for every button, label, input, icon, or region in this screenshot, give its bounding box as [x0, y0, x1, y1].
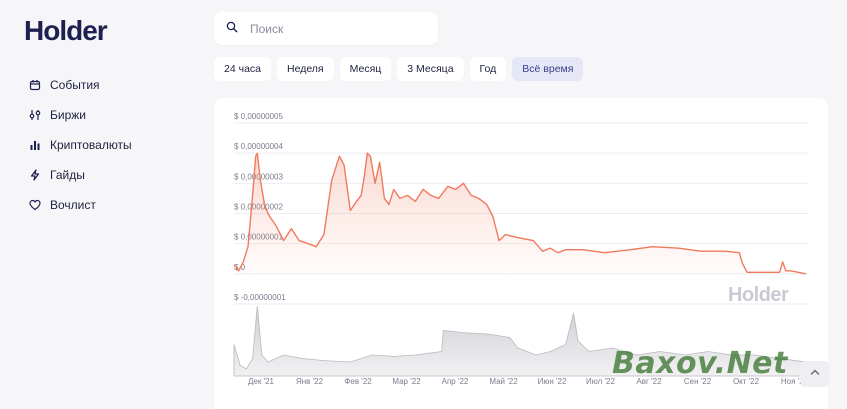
- sidebar-item-exchanges[interactable]: Биржи: [28, 100, 198, 130]
- x-tick-label: Фев '22: [344, 377, 372, 386]
- x-tick-label: Сен '22: [684, 377, 712, 386]
- search-input[interactable]: [250, 21, 420, 36]
- x-tick-label: Авг '22: [636, 377, 662, 386]
- tab-24h[interactable]: 24 часа: [214, 57, 271, 81]
- sidebar-item-label: Криптовалюты: [50, 138, 132, 152]
- tab-week[interactable]: Неделя: [277, 57, 334, 81]
- price-line: [233, 152, 807, 275]
- price-area: [234, 153, 806, 274]
- x-tick-label: Июн '22: [538, 377, 567, 386]
- price-chart-card: $ 0,00000005$ 0,00000004$ 0,00000003$ 0,…: [214, 98, 828, 409]
- logo-text: Holder: [24, 15, 108, 46]
- tab-month[interactable]: Месяц: [339, 57, 392, 81]
- watermark-text: Holder: [728, 284, 789, 306]
- x-tick-label: Ноя '22: [781, 377, 809, 386]
- calendar-icon: [28, 78, 42, 92]
- sidebar-item-label: Гайды: [50, 168, 85, 182]
- chart-watermark: Holder: [728, 284, 789, 307]
- x-tick-label: Май '22: [489, 377, 518, 386]
- x-tick-label: Мар '22: [392, 377, 421, 386]
- search-icon: [226, 20, 238, 38]
- bar-chart-icon: [28, 138, 42, 152]
- chevron-up-icon: [809, 365, 821, 383]
- brand-logo[interactable]: Holder: [24, 12, 108, 46]
- x-tick-label: Янв '22: [296, 377, 324, 386]
- y-tick-label: $ -0,00000001: [234, 293, 286, 302]
- x-tick-label: Июл '22: [586, 377, 615, 386]
- tab-all-time[interactable]: Всё время: [512, 57, 584, 81]
- tab-year[interactable]: Год: [469, 57, 507, 81]
- sidebar-nav: События Биржи Криптовалюты Гайды Вочлист: [28, 70, 198, 220]
- x-tick-label: Дек '21: [248, 377, 275, 386]
- sidebar-item-events[interactable]: События: [28, 70, 198, 100]
- sidebar-item-label: События: [50, 78, 100, 92]
- price-chart[interactable]: $ 0,00000005$ 0,00000004$ 0,00000003$ 0,…: [214, 98, 828, 398]
- bolt-icon: [28, 168, 42, 182]
- sidebar-item-label: Биржи: [50, 108, 86, 122]
- overlay-watermark-logo: Baxov.Net: [612, 346, 788, 381]
- x-axis-ticks: Дек '21 Янв '22 Фев '22 Мар '22 Апр '22 Май '…: [248, 377, 809, 386]
- exchange-icon: [28, 108, 42, 122]
- overlay-logo-text: Baxov.Net: [612, 346, 788, 381]
- scroll-to-top-button[interactable]: [800, 361, 830, 387]
- range-tabs: 24 часа Неделя Месяц 3 Месяца Год Всё вр…: [214, 57, 584, 81]
- tab-3-months[interactable]: 3 Месяца: [397, 57, 464, 81]
- sidebar-item-cryptocurrencies[interactable]: Криптовалюты: [28, 130, 198, 160]
- y-tick-label: $ 0,00000005: [234, 112, 283, 121]
- chart-grid: [234, 122, 808, 305]
- sidebar-item-label: Вочлист: [50, 198, 96, 212]
- x-tick-label: Апр '22: [442, 377, 469, 386]
- heart-icon: [28, 198, 42, 212]
- sidebar-item-guides[interactable]: Гайды: [28, 160, 198, 190]
- y-tick-label: $ 0,00000004: [234, 142, 283, 151]
- x-tick-label: Окт '22: [733, 377, 760, 386]
- volume-area: [233, 305, 807, 377]
- sidebar-item-watchlist[interactable]: Вочлист: [28, 190, 198, 220]
- search-box[interactable]: [214, 12, 438, 45]
